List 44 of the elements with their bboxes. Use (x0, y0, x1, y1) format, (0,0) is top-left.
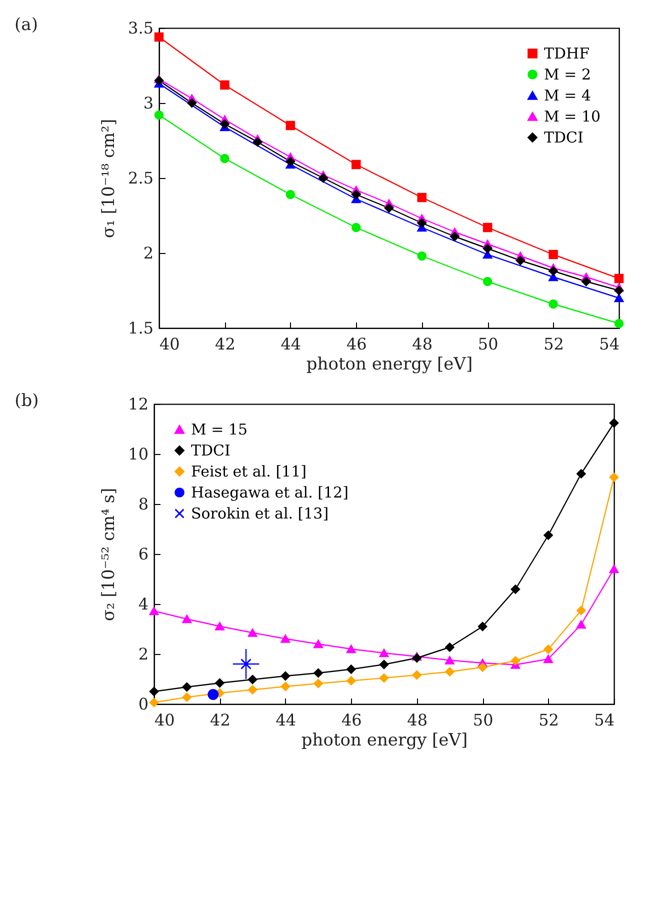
x-tick-label: 40 (160, 334, 180, 354)
x-tick-label: 40 (154, 710, 175, 730)
x-tick-label: 52 (544, 334, 564, 354)
legend-label: M = 4 (544, 86, 592, 104)
legend-label: TDHF (544, 44, 590, 62)
y-tick-label: 10 (128, 444, 148, 464)
legend-label: M = 15 (191, 420, 248, 438)
y-tick-label: 2.5 (128, 168, 154, 188)
y-axis-title: σ₁ [10⁻¹⁸ cm²] (99, 118, 120, 238)
y-axis-title: σ₂ [10⁻⁵² cm⁴ s] (99, 488, 120, 622)
y-tick-label: 6 (138, 544, 148, 564)
y-tick-label: 8 (138, 494, 148, 514)
x-tick-label: 44 (280, 334, 302, 354)
legend-label: Hasegawa et al. [12] (191, 484, 348, 502)
x-tick-label: 46 (341, 710, 362, 730)
x-tick-label: 54 (594, 710, 614, 730)
x-tick-label: 44 (276, 710, 296, 730)
y-tick-label: 3 (143, 94, 154, 112)
chart-title: (b) (14, 391, 39, 411)
x-tick-label: 48 (407, 710, 428, 730)
x-tick-label: 52 (538, 710, 559, 730)
chart-title: (a) (14, 15, 38, 35)
y-tick-label: 2 (138, 644, 148, 664)
y-tick-label: 3.5 (128, 18, 154, 38)
y-tick-label: 4 (138, 594, 148, 614)
legend-label: Sorokin et al. [13] (191, 504, 329, 522)
x-tick-label: 50 (478, 334, 498, 354)
legend-label: M = 2 (544, 66, 592, 84)
x-tick-label: 54 (599, 334, 620, 354)
x-tick-label: 42 (210, 710, 230, 730)
x-tick-label: 50 (472, 710, 494, 730)
legend-label: M = 10 (544, 108, 601, 126)
y-tick-label: 0 (138, 694, 148, 714)
y-tick-label: 1.5 (128, 318, 154, 338)
y-tick-label: 12 (128, 394, 148, 414)
x-tick-label: 48 (412, 334, 433, 354)
x-axis-title: photon energy [eV] (306, 354, 473, 374)
x-tick-label: 46 (346, 334, 367, 354)
x-tick-label: 42 (215, 334, 236, 354)
y-tick-label: 2 (143, 244, 154, 262)
legend-label: TDCI (191, 442, 231, 460)
legend-label: TDCI (544, 128, 584, 146)
x-axis-title: photon energy [eV] (301, 730, 468, 750)
legend-label: Feist et al. [11] (191, 462, 306, 480)
